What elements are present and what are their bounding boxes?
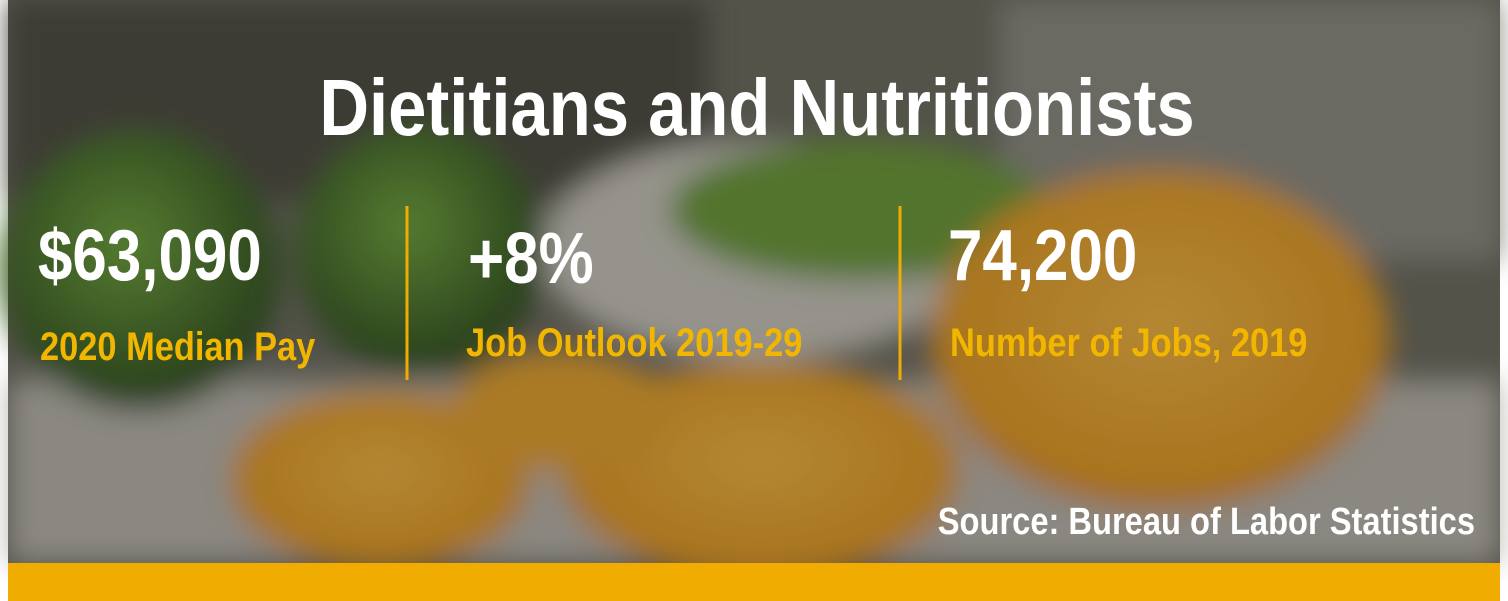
- bottom-bar: [8, 563, 1500, 601]
- stat-value: 74,200: [948, 216, 1137, 296]
- stat-value: +8%: [468, 219, 594, 299]
- background-photo: [0, 0, 1500, 580]
- source: Source: Bureau of Labor Statistics: [938, 500, 1475, 543]
- title: Dietitians and Nutritionists: [319, 62, 1194, 152]
- stat-label: 2020 Median Pay: [40, 324, 316, 369]
- stat-value: $63,090: [38, 216, 262, 296]
- stat-label: Number of Jobs, 2019: [950, 320, 1307, 365]
- stat-label: Job Outlook 2019-29: [466, 320, 802, 365]
